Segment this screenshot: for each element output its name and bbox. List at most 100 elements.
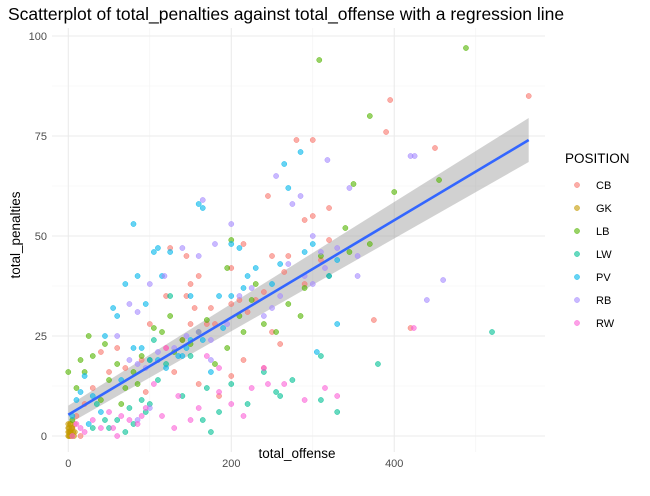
data-point-lw: [203, 385, 210, 391]
data-point-lb: [366, 241, 373, 247]
points-layer: [65, 45, 532, 439]
legend-label-lw: LW: [596, 249, 612, 261]
data-point-lb: [151, 325, 157, 331]
data-point-lw: [187, 353, 194, 359]
data-point-cb: [122, 365, 129, 371]
data-point-cb: [98, 349, 104, 355]
data-point-cb: [187, 281, 194, 287]
grid-layer: [52, 28, 545, 452]
data-point-lb: [106, 377, 112, 383]
x-tick-label: 200: [222, 458, 240, 470]
data-point-pv: [208, 369, 214, 375]
data-point-rw: [151, 381, 157, 387]
data-point-rb: [236, 293, 243, 299]
data-point-rb: [273, 173, 279, 179]
data-point-rb: [199, 197, 206, 203]
data-point-lb: [261, 321, 267, 327]
data-point-lb: [391, 189, 398, 195]
data-point-pv: [155, 245, 161, 251]
data-point-pv: [297, 149, 304, 155]
data-point-lb: [134, 381, 141, 387]
data-point-rw: [163, 345, 169, 351]
data-point-lb: [89, 353, 96, 359]
data-point-rb: [322, 265, 328, 271]
data-point-rb: [248, 285, 255, 291]
data-point-rw: [216, 389, 222, 395]
tick-label-layer: 0 200 400 0 25 50 75 100: [29, 31, 404, 470]
legend-items: CB GK LB LW PV RB RW: [574, 180, 615, 330]
data-point-rw: [98, 425, 104, 431]
data-point-cb: [265, 193, 271, 199]
data-point-pv: [334, 257, 341, 263]
data-point-lw: [318, 353, 324, 359]
data-point-lw: [155, 377, 161, 383]
data-point-pv: [216, 293, 222, 299]
data-point-lb: [463, 45, 469, 51]
legend-label-rb: RB: [596, 295, 611, 307]
data-point-pv: [228, 241, 235, 247]
legend-key-rw: [574, 320, 580, 326]
data-point-pv: [146, 357, 153, 363]
data-point-rw: [410, 325, 417, 331]
data-point-pv: [73, 397, 80, 403]
data-point-lb: [203, 317, 210, 323]
data-point-rb: [309, 281, 316, 287]
data-point-rw: [142, 405, 149, 411]
data-point-lw: [334, 409, 341, 415]
data-point-lw: [93, 401, 100, 407]
data-point-lw: [138, 397, 145, 403]
data-point-lw: [126, 405, 133, 411]
data-point-rb: [277, 293, 284, 299]
data-point-lw: [216, 409, 222, 415]
data-point-lw: [89, 425, 96, 431]
data-point-lb: [179, 337, 186, 343]
data-point-pv: [85, 421, 92, 427]
data-point-pv: [199, 205, 206, 211]
data-point-rb: [114, 333, 121, 339]
data-point-rw: [187, 417, 194, 423]
data-point-cb: [240, 357, 247, 363]
data-point-cb: [240, 241, 247, 247]
legend-key-pv: [574, 274, 580, 280]
data-point-pv: [142, 301, 149, 307]
data-point-rw: [118, 413, 125, 419]
data-point-lw: [273, 389, 279, 395]
data-point-cb: [187, 321, 194, 327]
data-point-cb: [285, 253, 292, 259]
data-point-rb: [289, 201, 296, 207]
data-point-cb: [195, 273, 202, 279]
data-point-lw: [208, 429, 214, 435]
data-point-pv: [77, 389, 84, 395]
data-point-rw: [77, 425, 84, 431]
data-point-rb: [146, 281, 153, 287]
data-point-rb: [354, 253, 361, 259]
data-point-cb: [281, 269, 288, 275]
data-point-lw: [318, 397, 324, 403]
data-point-lb: [342, 225, 349, 231]
legend-key-lb: [574, 228, 580, 234]
data-point-cb: [244, 309, 251, 315]
data-point-rw: [126, 417, 133, 423]
confidence-band-layer: [68, 118, 529, 424]
data-point-rw: [216, 365, 222, 371]
data-point-rw: [228, 401, 235, 407]
data-point-lw: [277, 393, 284, 399]
data-point-rb: [195, 253, 202, 259]
data-point-pv: [240, 285, 247, 291]
regression-line: [67, 138, 530, 416]
data-point-lb: [346, 249, 353, 255]
data-point-pv: [98, 409, 104, 415]
data-point-lb: [102, 341, 108, 347]
data-point-cb: [195, 381, 202, 387]
data-point-cb: [277, 341, 284, 347]
data-point-rb: [269, 305, 275, 311]
data-point-rb: [161, 273, 168, 279]
data-point-lb: [285, 301, 292, 307]
data-point-pv: [195, 201, 202, 207]
legend-label-pv: PV: [596, 272, 611, 284]
data-point-pv: [252, 265, 259, 271]
data-point-rw: [89, 417, 96, 423]
data-point-lw: [151, 337, 157, 343]
data-point-pv: [130, 221, 137, 227]
